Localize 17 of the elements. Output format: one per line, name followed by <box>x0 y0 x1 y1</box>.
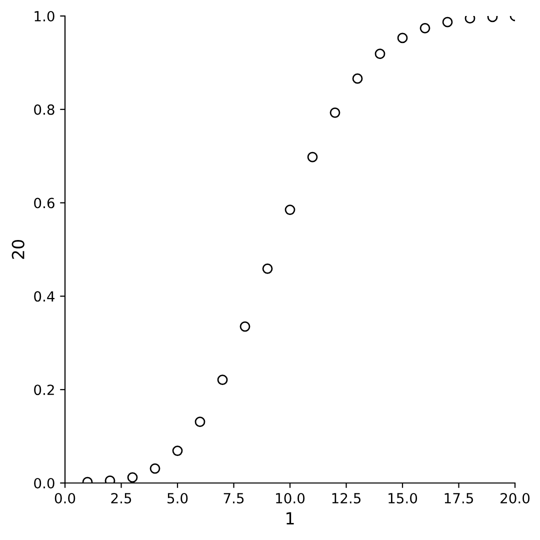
x-tick-label: 7.5 <box>224 493 244 504</box>
x-tick-label: 5.0 <box>168 492 188 504</box>
y-tick-label: 0.2 <box>34 384 54 396</box>
y-tick-label: 0.4 <box>34 291 54 302</box>
y-tick-label: 0.0 <box>34 478 54 488</box>
x-tick-label: 20.0 <box>500 492 530 504</box>
x-tick-label: 17.5 <box>444 493 473 504</box>
x-tick-label: 10.0 <box>276 492 305 504</box>
y-axis-title: 20 <box>12 240 24 259</box>
x-tick-label: 12.5 <box>332 492 360 504</box>
y-tick-label: 1.0 <box>34 10 54 22</box>
x-tick-label: 2.5 <box>111 492 132 504</box>
y-tick-label: 0.8 <box>34 104 54 115</box>
x-tick-label: 15.0 <box>388 492 418 504</box>
x-tick-label: 0.0 <box>54 492 76 504</box>
y-tick-label: 0.6 <box>34 198 54 208</box>
x-axis-title: 1 <box>286 512 294 524</box>
